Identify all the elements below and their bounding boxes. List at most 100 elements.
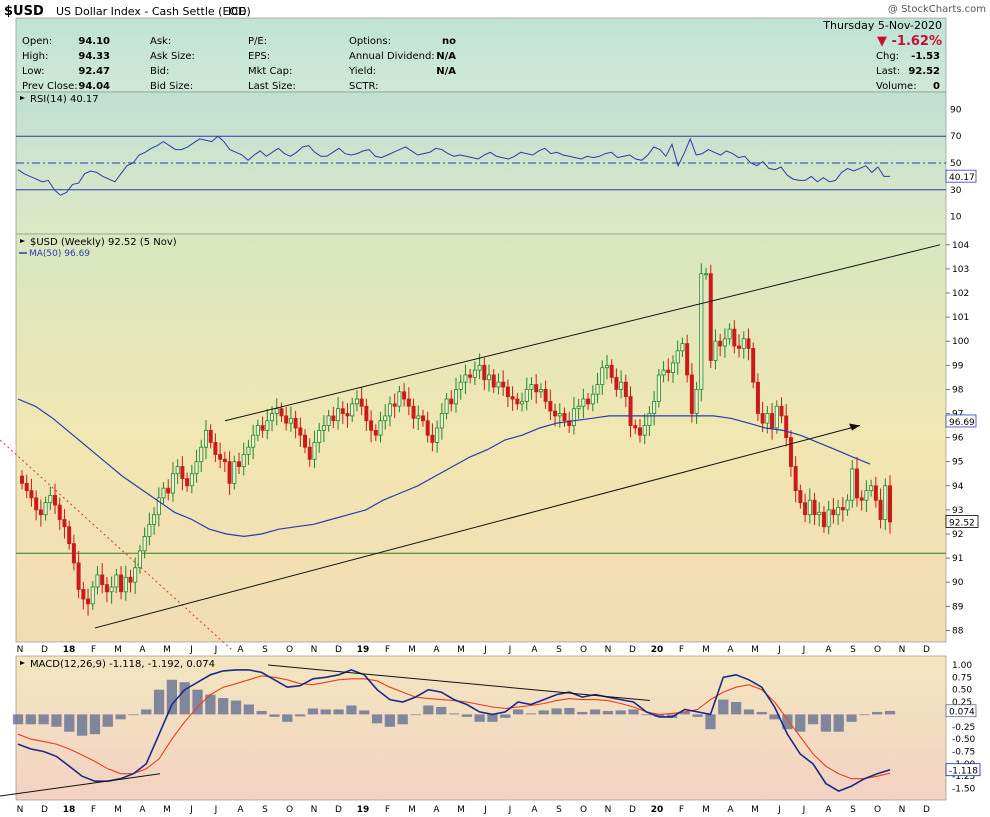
candle-body	[515, 398, 520, 405]
x-tick-label: F	[679, 645, 684, 655]
candle-body	[161, 487, 166, 499]
price-tick-label: 95	[952, 458, 963, 468]
x-tick-label: S	[556, 805, 562, 815]
candle-body	[817, 511, 822, 516]
candle-body	[600, 367, 605, 385]
candle-body	[567, 420, 572, 426]
candle-body	[798, 490, 803, 504]
x-tick-label: S	[850, 805, 856, 815]
candle-body	[71, 543, 76, 564]
price-legend-icon	[20, 239, 25, 243]
ma-last-box	[945, 414, 977, 428]
macd-histogram-bar	[256, 710, 267, 715]
x-tick-label: J	[508, 645, 512, 655]
x-tick-label: D	[335, 805, 342, 815]
quote-label: SCTR:	[349, 81, 378, 92]
candle-body	[656, 374, 661, 402]
price-tick-label: 92	[952, 530, 963, 540]
macd-histogram-bar	[641, 714, 652, 716]
candle-body	[43, 502, 48, 516]
candle-body	[873, 485, 878, 501]
candle-body	[48, 495, 53, 504]
price-tick-label: 88	[952, 626, 964, 636]
macd-last-box	[945, 763, 981, 777]
candle-body	[576, 405, 581, 410]
candle-body	[152, 514, 157, 525]
stat-label: Volume:	[876, 81, 917, 92]
candle-body	[218, 454, 223, 460]
candle-body	[369, 420, 374, 431]
quote-label: EPS:	[248, 51, 270, 62]
candle-body	[850, 468, 855, 501]
macd-tick-label: 1.00	[952, 661, 972, 671]
x-axis-macd: N D 18 F M A M J J A S O N D 19 F M A M J J A S O N D 20 F M A M J J A S O N…	[17, 805, 930, 815]
macd-histogram-bar	[243, 704, 254, 715]
quote-label: P/E:	[248, 36, 267, 47]
stat-value: 0	[933, 81, 940, 92]
candle-body	[194, 461, 199, 475]
x-tick-label: D	[629, 645, 636, 655]
x-tick-label: 20	[651, 645, 664, 655]
x-tick-label: F	[91, 805, 96, 815]
rsi-plot: 10 30 50 70 90 40.17	[16, 105, 977, 223]
candle-body	[34, 497, 39, 511]
candle-body	[156, 497, 161, 516]
x-tick-label: A	[727, 645, 734, 655]
macd-tick-label: -1.25	[952, 772, 975, 782]
candle-body	[387, 403, 392, 417]
x-tick-label: M	[163, 805, 171, 815]
candle-body	[383, 415, 388, 422]
price-tick-label: 93	[952, 506, 963, 516]
exchange-label: ICE	[228, 5, 246, 18]
macd-histogram-bar	[153, 689, 165, 715]
candle-body	[67, 526, 72, 545]
candle-body	[496, 381, 501, 388]
x-tick-label: S	[262, 805, 268, 815]
candle-body	[114, 574, 119, 588]
candle-body	[727, 328, 732, 340]
macd-histogram-bar	[705, 714, 716, 730]
candle-body	[435, 427, 440, 443]
x-tick-label: J	[189, 805, 193, 815]
quote-label: Prev Close:	[22, 81, 78, 92]
rsi-last-box	[945, 169, 977, 183]
candle-body	[222, 458, 227, 463]
x-tick-label: 18	[63, 645, 76, 655]
candle-body	[680, 343, 685, 352]
x-tick-label: M	[702, 805, 710, 815]
macd-histogram-bar	[102, 714, 113, 727]
x-tick-label: S	[556, 645, 562, 655]
macd-histogram-bar	[692, 714, 703, 717]
x-tick-label: A	[433, 805, 440, 815]
quote-label: Low:	[22, 66, 45, 77]
x-tick-label: J	[214, 645, 218, 655]
price-tick-label: 102	[952, 289, 969, 299]
x-tick-label: J	[483, 645, 487, 655]
price-tick-label: 91	[952, 554, 963, 564]
candle-body	[406, 398, 411, 407]
candle-body	[430, 434, 435, 443]
x-axis-price: N D 18 F M A M J J A S O N D 19 F M A M J J A S O N D 20 F M A M J J A S O N…	[17, 645, 930, 655]
quote-date: Thursday 5-Nov-2020	[822, 19, 942, 32]
macd-histogram-bar	[589, 709, 601, 715]
x-tick-label: N	[899, 805, 906, 815]
candle-body	[392, 403, 397, 407]
x-tick-label: A	[531, 645, 538, 655]
macd-histogram-bar	[730, 702, 742, 715]
rsi-last-value: 40.17	[949, 173, 975, 183]
stat-value: 92.52	[908, 66, 940, 77]
candle-body	[326, 415, 331, 426]
candle-body	[694, 388, 699, 414]
macd-tick-label: 0.25	[952, 698, 972, 708]
candle-body	[53, 495, 58, 506]
x-tick-label: A	[727, 805, 734, 815]
candle-body	[529, 384, 534, 390]
quote-label: Open:	[22, 36, 52, 47]
x-tick-label: M	[163, 645, 171, 655]
candle-body	[538, 388, 543, 393]
macd-histogram-bar	[359, 710, 370, 715]
price-last-value: 92.52	[949, 518, 975, 528]
candle-body	[331, 415, 336, 422]
quote-label: Bid:	[150, 66, 169, 77]
